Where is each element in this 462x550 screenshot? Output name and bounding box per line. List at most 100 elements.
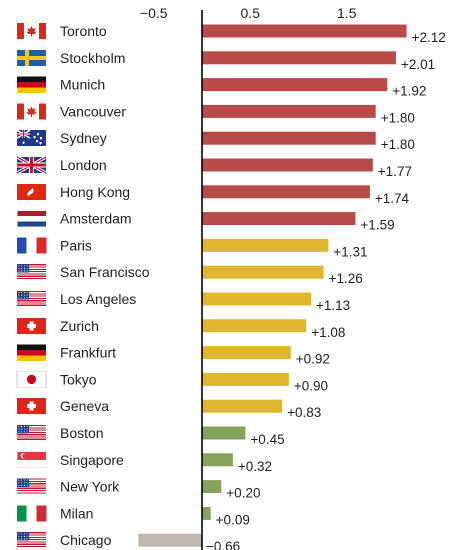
bar (202, 292, 312, 306)
city-label: Singapore (60, 452, 124, 468)
chart-row: San Francisco +1.26 (60, 264, 363, 286)
uk-flag-icon (16, 155, 47, 175)
chart-row: London +1.77 (60, 157, 412, 179)
city-label: Sydney (60, 130, 107, 146)
axis-tick-label: 0.5 (241, 5, 261, 21)
value-label: +1.74 (375, 191, 410, 206)
city-label: Vancouver (60, 103, 126, 119)
chart-row: Vancouver +1.80 (60, 103, 415, 125)
usa-flag-icon (17, 291, 46, 307)
bar (202, 158, 373, 172)
value-label: +1.31 (333, 244, 367, 259)
bar (202, 265, 324, 279)
bar (202, 426, 246, 440)
chart-row: Tokyo +0.90 (60, 371, 328, 393)
switzerland-flag-icon (17, 398, 46, 415)
germany-flag-icon (17, 76, 46, 94)
switzerland-flag-icon (17, 317, 46, 334)
value-label: −0.66 (206, 539, 240, 550)
usa-flag-icon (17, 425, 46, 441)
bar (202, 24, 407, 38)
city-label: Geneva (60, 398, 109, 414)
value-label: +1.13 (316, 298, 350, 313)
netherlands-flag-icon (16, 210, 47, 228)
bar (202, 399, 283, 413)
bar (202, 346, 291, 360)
singapore-flag-icon (16, 451, 47, 469)
chart-row: Los Angeles +1.13 (60, 291, 350, 313)
chart-row: Singapore +0.32 (60, 452, 272, 474)
value-label: +0.20 (226, 486, 260, 501)
value-label: +0.32 (238, 459, 272, 474)
bar (202, 78, 388, 92)
value-label: +0.90 (294, 378, 328, 393)
bar (202, 319, 307, 333)
bar (202, 185, 370, 199)
chart-row: Paris +1.31 (60, 237, 368, 259)
value-label: +1.08 (311, 325, 345, 340)
chart-row: Sydney +1.80 (60, 130, 415, 152)
value-label: +1.26 (329, 271, 363, 286)
italy-flag-icon (17, 505, 47, 522)
city-label: Paris (60, 237, 92, 253)
city-label: New York (60, 479, 120, 495)
city-label: Chicago (60, 532, 112, 548)
city-label: Frankfurt (60, 345, 116, 361)
city-label: Munich (60, 77, 105, 93)
city-label: Hong Kong (60, 184, 130, 200)
city-label: Amsterdam (60, 211, 132, 227)
germany-flag-icon (17, 344, 46, 362)
canada-flag-icon (17, 23, 46, 39)
chart-row: Chicago −0.66 (60, 532, 240, 550)
chart-row: Munich +1.92 (60, 77, 426, 99)
axis-tick-label: −0.5 (140, 5, 168, 21)
city-label: Tokyo (60, 371, 97, 387)
chart-row: Amsterdam +1.59 (60, 211, 395, 233)
value-label: +2.01 (401, 57, 435, 72)
usa-flag-icon (17, 264, 46, 281)
value-label: +1.77 (378, 164, 412, 179)
value-label: +0.83 (287, 405, 321, 420)
chart-row: Hong Kong +1.74 (60, 184, 410, 206)
bar (202, 480, 222, 494)
city-label: Milan (60, 505, 93, 521)
chart-row: Stockholm +2.01 (60, 50, 435, 72)
value-label: +1.59 (360, 218, 394, 233)
axis-tick-label: 1.5 (337, 5, 357, 21)
value-label: +1.80 (381, 110, 415, 125)
france-flag-icon (17, 237, 47, 254)
japan-flag-icon (16, 371, 47, 388)
canada-flag-icon (17, 103, 46, 120)
chart-row: Frankfurt +0.92 (60, 345, 330, 367)
bar (202, 453, 233, 467)
bar (202, 104, 376, 118)
bar (202, 212, 356, 226)
chart-row: Toronto +2.12 (60, 23, 446, 45)
bar (202, 238, 329, 252)
bar (202, 131, 376, 145)
city-label: Zurich (60, 318, 99, 334)
bar (138, 533, 202, 547)
chart-row: Milan +0.09 (60, 505, 250, 527)
chart-row: Zurich +1.08 (60, 318, 345, 340)
city-label: London (60, 157, 107, 173)
value-label: +0.92 (296, 352, 330, 367)
city-label: Los Angeles (60, 291, 136, 307)
city-label: San Francisco (60, 264, 150, 280)
usa-flag-icon (17, 532, 46, 549)
usa-flag-icon (17, 478, 46, 495)
bar (202, 51, 396, 65)
chart-row: New York +0.20 (60, 479, 260, 501)
sweden-flag-icon (17, 49, 46, 66)
value-label: +2.12 (412, 30, 446, 45)
chart-row: Boston +0.45 (60, 425, 285, 447)
value-label: +1.92 (392, 84, 426, 99)
city-label: Toronto (60, 23, 107, 39)
australia-flag-icon (16, 129, 46, 147)
bar (202, 506, 211, 520)
chart-row: Geneva +0.83 (60, 398, 321, 420)
value-label: +0.45 (250, 432, 284, 447)
city-label: Boston (60, 425, 104, 441)
bar (202, 372, 289, 386)
